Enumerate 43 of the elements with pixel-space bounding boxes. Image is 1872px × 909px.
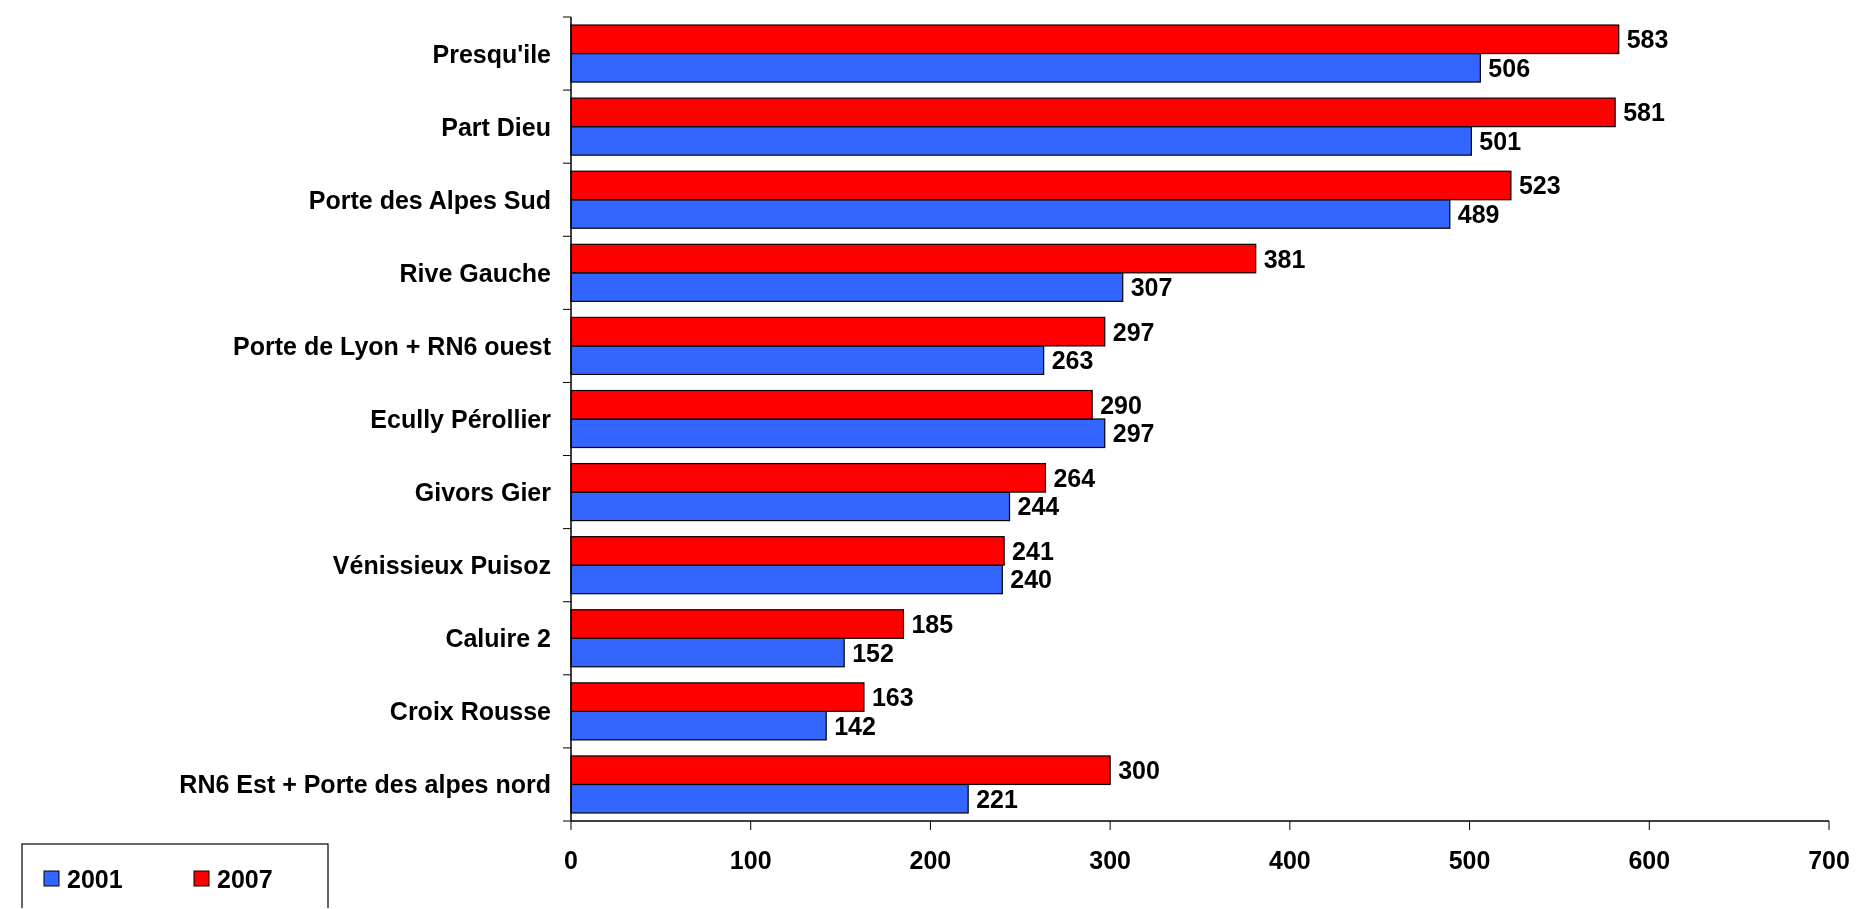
legend-label: 2007: [217, 865, 273, 893]
data-label: 241: [1012, 536, 1054, 565]
data-label: 163: [871, 683, 914, 712]
x-tick-label: 0: [564, 846, 578, 874]
y-tick-label: Porte de Lyon + RN6 ouest: [233, 331, 552, 360]
x-tick-label: 400: [1269, 846, 1311, 874]
data-label: 152: [852, 638, 894, 667]
x-tick-label: 500: [1448, 846, 1491, 874]
data-label: 221: [976, 784, 1018, 813]
data-label: 300: [1118, 756, 1160, 785]
data-label: 240: [1010, 565, 1053, 594]
data-label: 307: [1130, 273, 1173, 302]
x-tick-label: 600: [1628, 846, 1671, 874]
y-tick-label: Vénissieux Puisoz: [332, 551, 551, 580]
y-tick-label: Porte des Alpes Sud: [308, 185, 551, 214]
y-tick-label: Croix Rousse: [389, 697, 552, 726]
y-tick-label: RN6 Est + Porte des alpes nord: [179, 770, 551, 799]
data-label: 583: [1626, 25, 1669, 54]
y-tick-label: Rive Gauche: [399, 258, 552, 287]
data-label: 185: [911, 610, 954, 639]
data-label: 142: [834, 711, 876, 740]
y-tick-label: Caluire 2: [445, 624, 551, 653]
data-label: 581: [1623, 98, 1665, 127]
x-tick-label: 700: [1808, 846, 1850, 874]
data-label: 297: [1112, 317, 1155, 346]
y-tick-label: Part Dieu: [441, 112, 551, 141]
data-label: 244: [1017, 492, 1060, 521]
data-label: 264: [1053, 463, 1096, 492]
data-label: 381: [1263, 244, 1306, 273]
x-tick-label: 200: [909, 846, 952, 874]
data-label: 263: [1051, 346, 1094, 375]
data-label: 506: [1488, 53, 1531, 82]
data-label: 523: [1518, 171, 1561, 200]
x-tick-label: 100: [729, 846, 772, 874]
y-tick-label: Presqu'ile: [432, 39, 552, 68]
data-label: 297: [1112, 419, 1155, 448]
x-tick-label: 300: [1089, 846, 1131, 874]
y-tick-label: Givors Gier: [414, 478, 552, 507]
data-label: 290: [1100, 390, 1142, 419]
data-label: 489: [1457, 199, 1500, 228]
data-label: 501: [1479, 126, 1522, 155]
legend-label: 2001: [67, 865, 123, 893]
y-tick-label: Ecully Pérollier: [370, 405, 552, 433]
